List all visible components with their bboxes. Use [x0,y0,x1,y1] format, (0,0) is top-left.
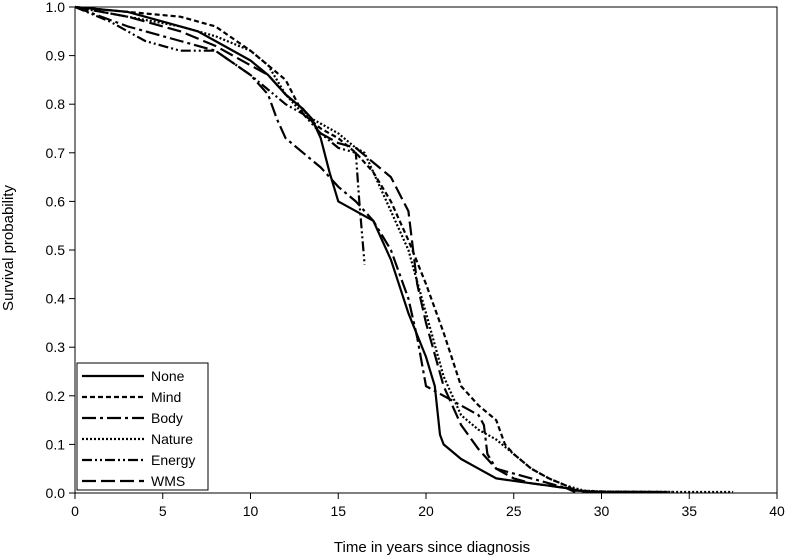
x-tick-label: 15 [330,503,346,519]
legend: None Mind Body Nature Energy WMS [76,362,209,491]
y-tick-label: 0.8 [46,96,66,112]
x-tick-label: 0 [71,503,79,519]
y-tick-label: 0.6 [46,193,66,209]
y-tick-label: 1.0 [46,0,66,15]
y-tick-label: 0.1 [46,436,66,452]
y-tick-label: 0.7 [46,145,66,161]
legend-label: Energy [151,452,195,468]
series-lines [74,5,734,494]
series-line-energy [74,5,366,265]
series-line-wms [74,5,576,494]
y-tick-label: 0.2 [46,388,66,404]
legend-label: Nature [151,431,193,447]
x-tick-label: 25 [506,503,522,519]
x-tick-label: 20 [418,503,434,519]
x-axis-ticks: 0 5 10 15 20 25 30 35 40 [71,493,785,519]
y-tick-label: 0.0 [46,485,66,501]
y-tick-label: 0.9 [46,48,66,64]
legend-label: WMS [151,473,185,489]
x-tick-label: 30 [594,503,610,519]
x-tick-label: 35 [681,503,697,519]
x-tick-label: 10 [243,503,259,519]
x-tick-label: 5 [159,503,167,519]
series-line-none [74,5,663,494]
x-axis-label: Time in years since diagnosis [334,539,530,556]
y-tick-label: 0.4 [46,291,66,307]
x-tick-label: 40 [769,503,785,519]
series-line-body [74,5,576,494]
legend-label: Body [151,410,183,426]
y-tick-label: 0.5 [46,242,66,258]
y-axis-ticks: 0.0 0.1 0.2 0.3 0.4 0.5 0.6 0.7 0.8 0.9 1.0 [46,0,75,501]
y-tick-label: 0.3 [46,339,66,355]
legend-box [76,362,209,491]
y-axis-label: Survival probability [0,185,17,311]
legend-label: Mind [151,389,181,405]
series-line-nature [74,5,734,494]
legend-label: None [151,368,185,384]
legend-items: None Mind Body Nature Energy WMS [82,368,195,489]
